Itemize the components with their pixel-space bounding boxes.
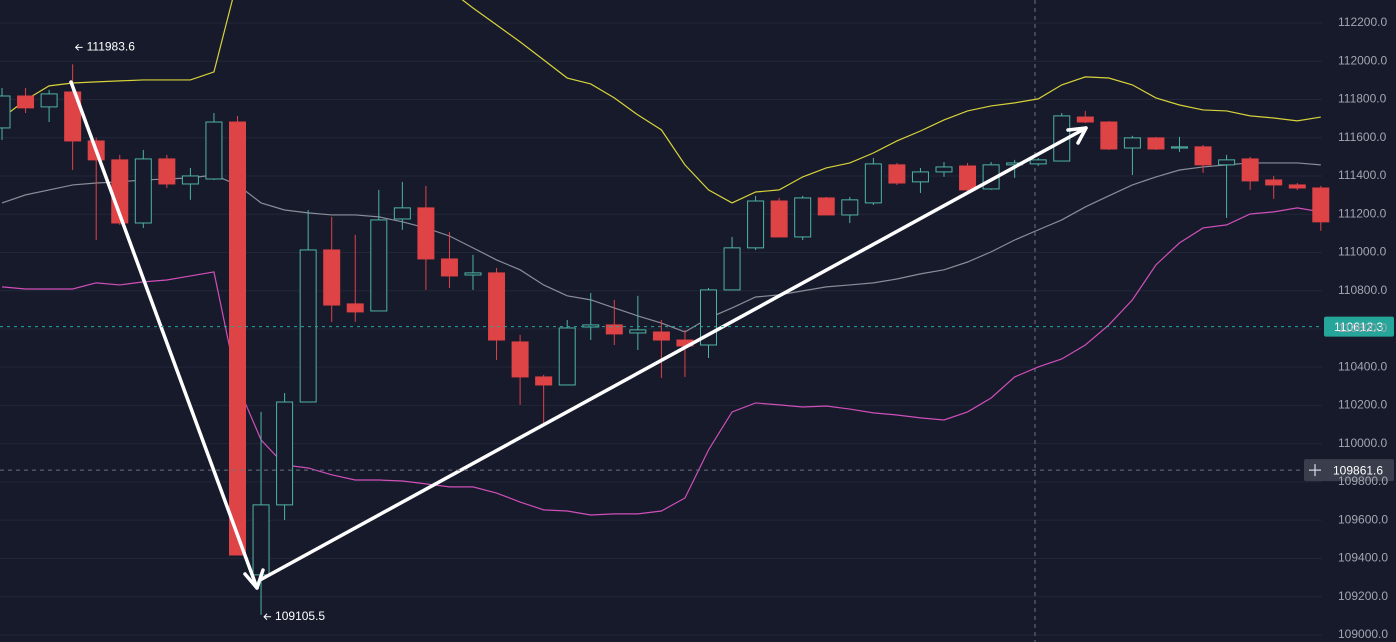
candle-body [370,219,388,312]
candle-body [158,158,176,185]
y-tick-label: 109400.0 [1338,551,1388,565]
candle-body [605,324,623,335]
y-tick-label: 111400.0 [1338,168,1387,182]
candle-body [346,303,364,313]
candle-body [911,171,929,183]
band-line [1,0,1321,204]
candle-body [841,199,859,216]
crosshair-plus-icon [1309,464,1321,477]
candle-body [1171,146,1188,149]
annotation-arrow [263,613,272,621]
y-tick-label: 111600.0 [1338,130,1387,144]
trend-arrows [69,80,1088,590]
candle-body [1312,187,1330,223]
candle-body [252,504,270,576]
arrow-down [69,80,259,590]
candle-body [64,91,82,142]
y-tick-label: 110400.0 [1338,359,1387,373]
candle-body [1029,159,1047,165]
candle-body [794,197,812,238]
candle-body [464,272,482,276]
y-tick-label: 109000.0 [1338,627,1388,641]
candles [0,64,1330,615]
candle-body [1100,121,1118,150]
annotations: 111983.6 109105.5 110612.3 109861.6 [0,40,1394,623]
candle-body [864,163,882,204]
y-tick-label: 110800.0 [1338,283,1387,297]
candle-body [535,376,553,386]
candle-body [1288,184,1306,189]
candle-body [393,207,411,220]
annotation-label: 111983.6 [87,40,136,54]
candle-body [1265,179,1283,186]
candle-body [629,329,647,334]
y-axis: 109000.0 109200.0 109400.0 109600.0 109800.0… [1338,15,1388,641]
candle-body [0,95,11,129]
y-tick-label: 112000.0 [1338,53,1387,67]
candle-body [1194,146,1212,166]
annotation-label: 109105.5 [275,609,325,623]
candle-body [40,93,58,108]
y-tick-label: 109200.0 [1338,589,1388,603]
candle-body [511,341,529,378]
candle-body [440,258,458,277]
y-tick-label: 110200.0 [1338,398,1387,412]
candle-body [276,401,294,506]
candle-body [652,331,670,341]
last-price-label: 110612.3 [1334,320,1383,334]
y-tick-label: 112200.0 [1338,15,1387,29]
candle-body [205,121,223,180]
candle-body [17,95,35,109]
crosshair-label: 109861.6 [1333,463,1383,477]
candle-body [1076,116,1094,123]
y-tick-label: 110600.0 [1338,321,1387,335]
annotation-arrow [74,43,83,51]
y-tick-label: 110000.0 [1338,436,1387,450]
candle-body [888,164,906,184]
arrow-head [243,568,265,590]
candle-body [1218,159,1236,166]
candle-body [229,121,246,556]
y-tick-label: 111200.0 [1338,206,1387,220]
candle-body [1241,158,1259,182]
band-line [1,207,1321,516]
candle-body [488,272,506,341]
crosshair-tag [1304,459,1394,482]
y-tick-label: 109600.0 [1338,512,1388,526]
candle-body [935,166,953,173]
candle-body [1147,137,1165,150]
candle-body [417,207,435,260]
candle-body [770,200,788,238]
candle-body [723,247,741,291]
candle-body [959,165,977,191]
candle-body [747,200,765,249]
y-tick-label: 109800.0 [1338,474,1388,488]
candle-body [181,175,199,185]
arrow-up [258,126,1088,582]
arrow-head [1066,126,1088,145]
y-tick-label: 111800.0 [1338,92,1387,106]
candle-body [134,158,152,224]
candle-body [323,249,341,306]
candle-body [558,327,576,386]
y-tick-label: 111000.0 [1338,245,1387,259]
candle-body [817,197,835,216]
candle-body [299,249,317,403]
candle-body [1123,137,1141,149]
last-price-tag [1324,316,1394,337]
